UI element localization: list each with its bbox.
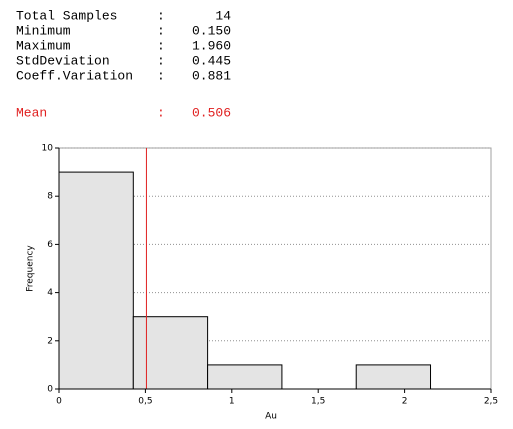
histogram-bar [355, 364, 432, 390]
stat-value: 0.445 [192, 53, 231, 68]
y-axis-label: Frequency [26, 245, 36, 292]
histogram-bar [132, 316, 209, 390]
stat-separator: : [157, 38, 165, 53]
y-tick-label: 6 [47, 240, 53, 250]
y-tick-label: 0 [47, 385, 53, 395]
x-tick-label: 1 [229, 397, 235, 407]
stat-value: 0.150 [192, 23, 231, 38]
histogram-bar [207, 364, 283, 390]
histogram-bar [58, 171, 134, 390]
stat-separator: : [157, 53, 165, 68]
stat-label: Minimum [16, 23, 71, 38]
x-axis-label: Au [265, 412, 277, 422]
stat-value: 0.881 [192, 68, 231, 83]
stat-label: Mean [16, 105, 47, 120]
x-tick-label: 0,5 [138, 397, 152, 407]
stat-value: 1.960 [192, 38, 231, 53]
stat-separator: : [157, 23, 165, 38]
stat-label: Total Samples [16, 8, 117, 23]
y-tick-label: 10 [42, 144, 54, 154]
x-tick-label: 1,5 [311, 397, 325, 407]
stat-label: Coeff.Variation [16, 68, 133, 83]
x-tick-label: 0 [56, 397, 62, 407]
y-tick-label: 2 [47, 336, 53, 346]
stat-value: 14 [215, 8, 231, 23]
y-tick-label: 4 [47, 288, 53, 298]
stat-separator: : [157, 105, 165, 120]
stat-value: 0.506 [192, 105, 231, 120]
x-tick-label: 2 [402, 397, 408, 407]
stat-label: Maximum [16, 38, 71, 53]
stat-separator: : [157, 8, 165, 23]
stat-label: StdDeviation [16, 53, 110, 68]
y-tick-label: 8 [47, 192, 53, 202]
x-tick-label: 2,5 [484, 397, 498, 407]
stat-separator: : [157, 68, 165, 83]
